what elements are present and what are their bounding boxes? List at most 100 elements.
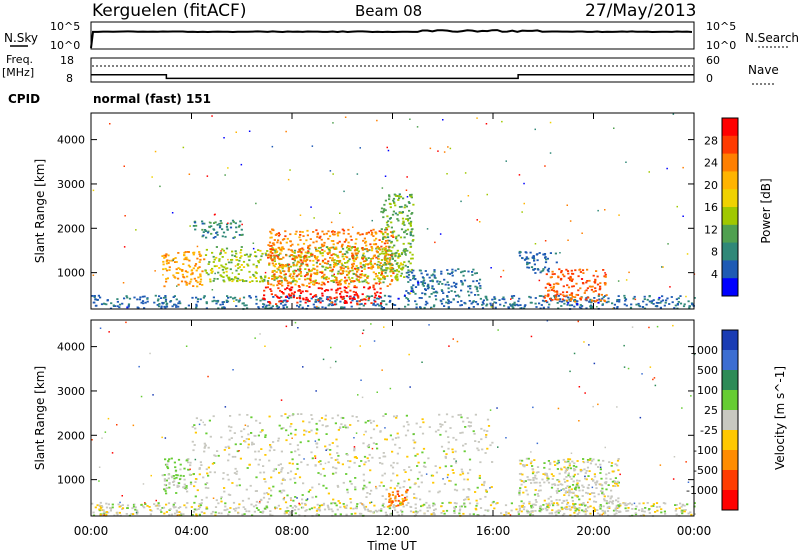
data-cell (314, 294, 317, 296)
data-cell (414, 286, 418, 288)
data-cell (386, 257, 389, 260)
data-cell (487, 509, 490, 512)
data-cell (597, 459, 600, 462)
data-cell (540, 295, 543, 297)
data-cell (617, 500, 620, 503)
data-cell (374, 509, 377, 512)
data-cell (373, 504, 376, 507)
data-cell (371, 264, 374, 267)
data-cell (349, 501, 353, 504)
data-cell (523, 307, 526, 310)
y-tick-label: 3000 (57, 178, 85, 191)
data-cell (380, 305, 383, 308)
data-cell (538, 302, 541, 305)
data-cell (274, 276, 277, 278)
data-cell (167, 262, 170, 264)
data-cell (657, 302, 660, 304)
data-cell (549, 286, 552, 289)
data-cell (382, 485, 385, 487)
data-cell (385, 221, 389, 224)
data-cell (565, 487, 568, 489)
data-cell (331, 510, 334, 513)
data-cell (172, 484, 176, 486)
data-cell (284, 277, 287, 280)
data-cell (178, 514, 181, 516)
data-cell (558, 499, 561, 501)
data-cell (353, 294, 356, 296)
data-cell (485, 295, 488, 298)
data-cell (125, 513, 128, 515)
scatter-cell (161, 436, 163, 439)
data-cell (433, 509, 436, 512)
data-cell (252, 443, 255, 445)
data-cell (347, 271, 350, 274)
data-cell (245, 438, 248, 440)
scatter-cell (285, 325, 288, 328)
data-cell (266, 250, 269, 252)
data-cell (229, 226, 233, 229)
data-cell (303, 275, 307, 278)
data-cell (338, 427, 342, 429)
data-cell (378, 253, 381, 256)
data-cell (167, 477, 170, 480)
data-cell (637, 304, 641, 307)
scatter-cell (446, 173, 448, 175)
scatter-cell (578, 420, 580, 422)
data-cell (384, 236, 387, 239)
data-cell (203, 423, 206, 426)
data-cell (179, 302, 182, 305)
scatter-cell (182, 146, 185, 149)
data-cell (196, 300, 199, 303)
data-cell (389, 270, 392, 273)
data-cell (392, 197, 396, 200)
data-cell (277, 437, 280, 440)
data-cell (205, 307, 208, 310)
data-cell (369, 260, 372, 262)
data-cell (593, 492, 596, 494)
data-cell (616, 509, 619, 512)
data-cell (202, 476, 205, 479)
data-cell (323, 233, 326, 236)
data-cell (587, 296, 590, 299)
data-cell (242, 302, 245, 305)
data-cell (617, 295, 620, 297)
data-cell (589, 512, 592, 515)
scatter-cell (693, 353, 696, 356)
data-cell (238, 259, 241, 262)
data-cell (239, 443, 242, 445)
data-cell (650, 302, 653, 304)
data-cell (368, 453, 371, 456)
data-cell (268, 245, 271, 247)
data-cell (299, 268, 302, 270)
data-cell (303, 433, 306, 436)
data-cell (327, 253, 330, 255)
data-cell (335, 298, 338, 301)
data-cell (299, 230, 302, 233)
data-cell (588, 300, 591, 303)
data-cell (255, 280, 258, 283)
data-cell (388, 257, 391, 260)
data-cell (217, 512, 220, 514)
data-cell (569, 279, 572, 281)
data-cell (335, 291, 338, 294)
data-cell (196, 281, 199, 284)
data-cell (593, 281, 596, 283)
data-cell (314, 464, 317, 466)
data-cell (405, 218, 408, 220)
scatter-cell (409, 292, 412, 294)
data-cell (369, 469, 372, 472)
scatter-cell (409, 118, 411, 120)
data-cell (634, 512, 637, 515)
power-cbar-tick: 16 (704, 201, 718, 214)
data-cell (226, 473, 229, 476)
data-cell (432, 273, 435, 276)
data-cell (291, 506, 294, 509)
data-cell (439, 423, 442, 425)
data-cell (103, 303, 106, 305)
data-cell (374, 232, 378, 235)
data-cell (315, 250, 318, 252)
data-cell (235, 470, 239, 473)
data-cell (245, 304, 248, 307)
data-cell (474, 440, 477, 442)
